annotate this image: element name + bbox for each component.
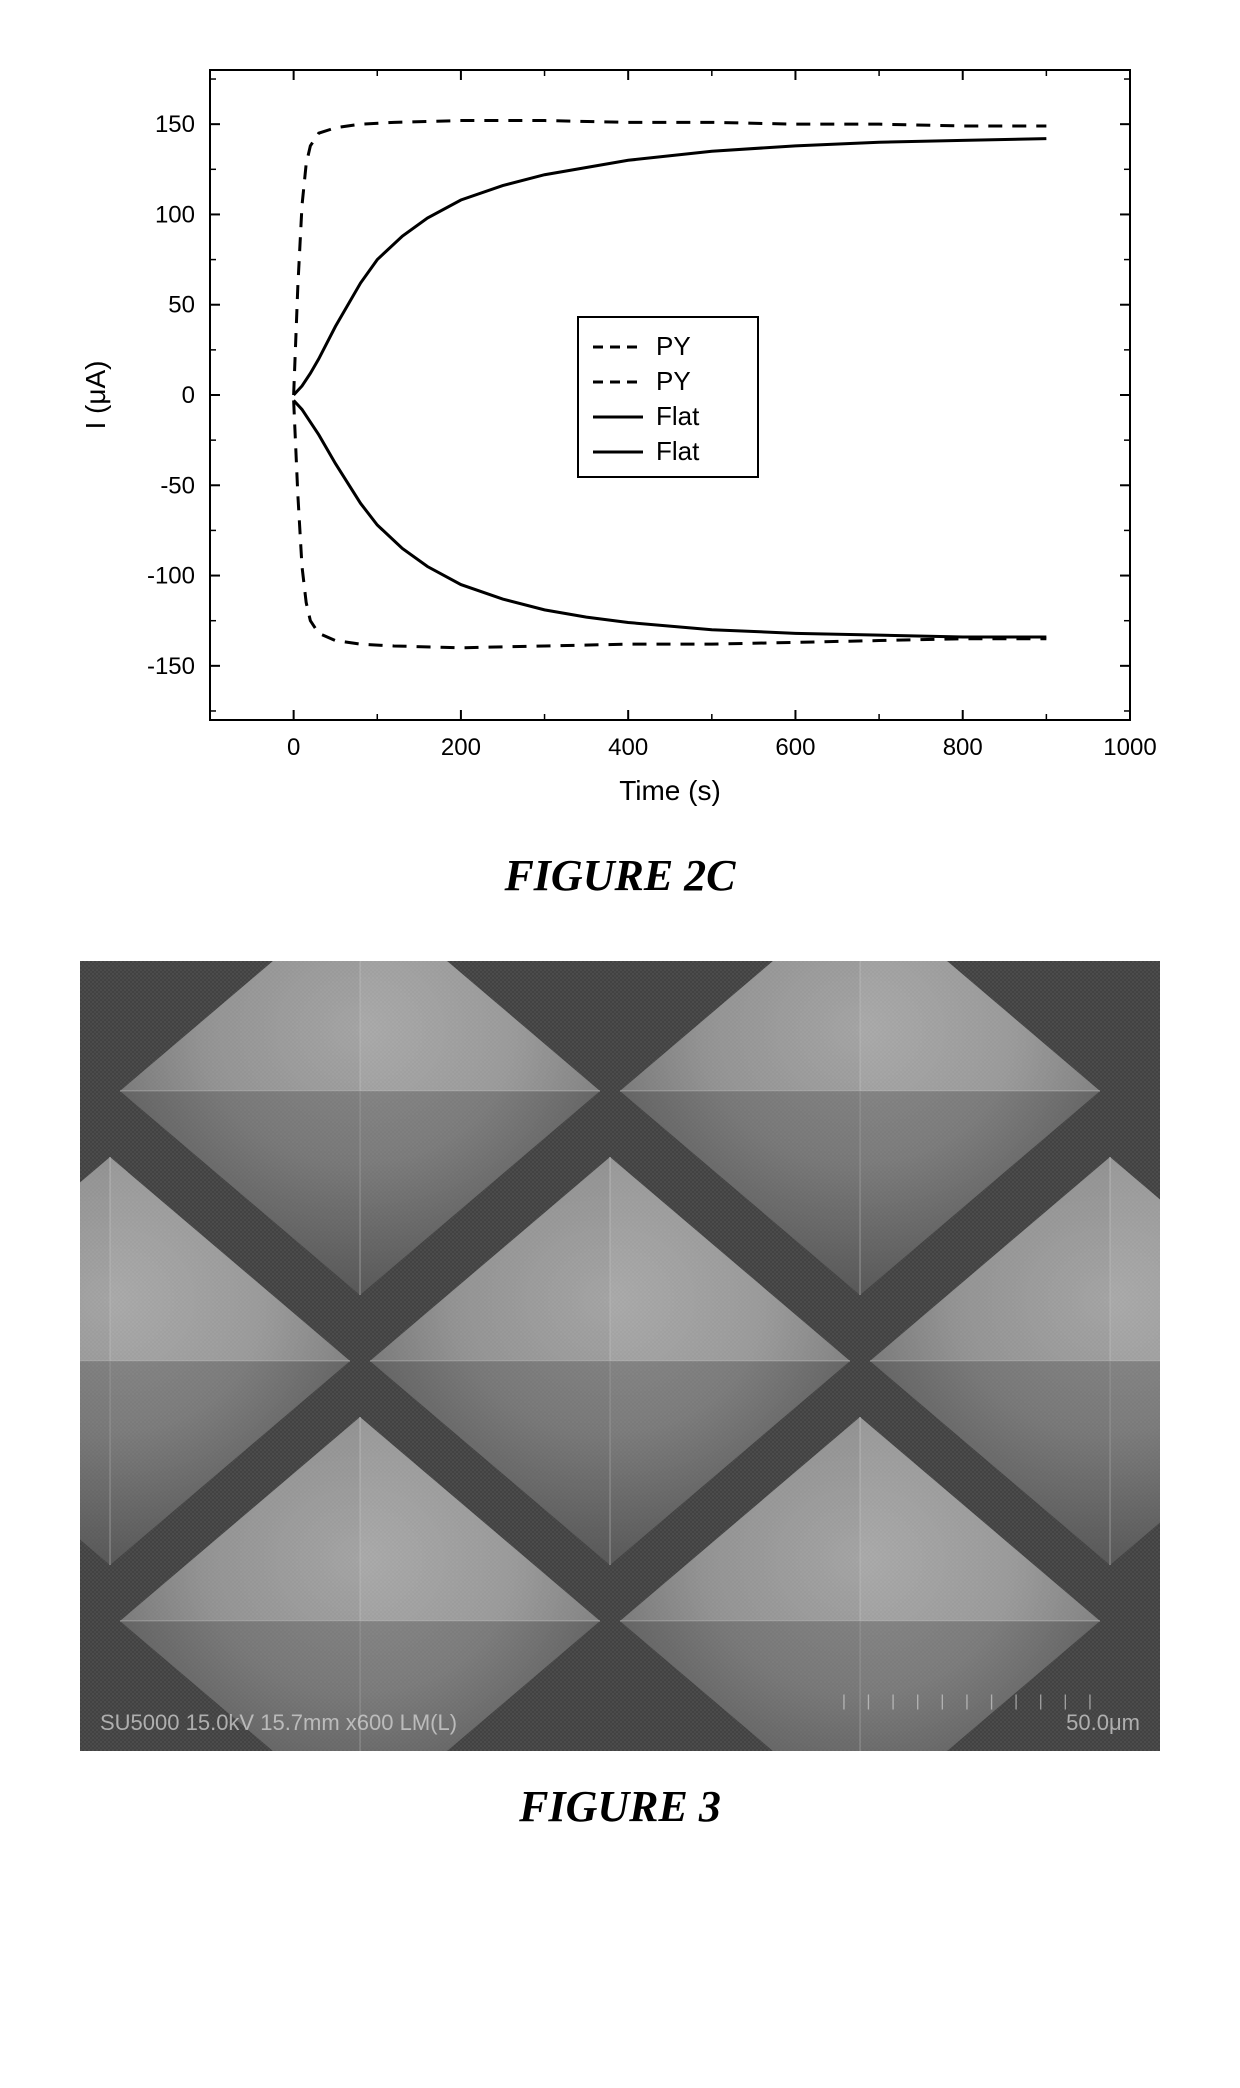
svg-text:Flat: Flat xyxy=(656,436,700,466)
chart-container: 0 200 400 600 800 1000 -150 -100 -50 0 50 100 150 Tim… xyxy=(70,40,1170,820)
sem-micrograph xyxy=(80,961,1160,1751)
svg-text:0: 0 xyxy=(287,734,300,761)
svg-text:0: 0 xyxy=(182,382,195,409)
figure-2c-caption: FIGURE 2C xyxy=(40,850,1200,901)
svg-text:800: 800 xyxy=(943,734,983,761)
svg-text:I (μA): I (μA) xyxy=(80,360,111,429)
svg-text:100: 100 xyxy=(155,201,195,228)
svg-text:1000: 1000 xyxy=(1103,734,1156,761)
svg-text:PY: PY xyxy=(656,366,691,396)
sem-scale-ticks: | | | | | | | | | | | xyxy=(842,1693,1100,1711)
svg-text:600: 600 xyxy=(775,734,815,761)
svg-text:50: 50 xyxy=(168,292,195,319)
svg-text:-100: -100 xyxy=(147,563,195,590)
svg-text:Time (s): Time (s) xyxy=(619,775,721,806)
svg-text:400: 400 xyxy=(608,734,648,761)
svg-text:200: 200 xyxy=(441,734,481,761)
svg-text:150: 150 xyxy=(155,111,195,138)
figure-3-caption: FIGURE 3 xyxy=(40,1781,1200,1832)
sem-overlay-right: 50.0μm xyxy=(1066,1710,1140,1736)
sem-image: | | | | | | | | | | | SU5000 15.0kV 15.7… xyxy=(80,961,1160,1751)
svg-text:-150: -150 xyxy=(147,653,195,680)
svg-text:PY: PY xyxy=(656,331,691,361)
sem-overlay-left: SU5000 15.0kV 15.7mm x600 LM(L) xyxy=(100,1710,457,1736)
line-chart: 0 200 400 600 800 1000 -150 -100 -50 0 50 100 150 Tim… xyxy=(70,40,1170,820)
svg-text:Flat: Flat xyxy=(656,401,700,431)
svg-text:-50: -50 xyxy=(160,472,195,499)
